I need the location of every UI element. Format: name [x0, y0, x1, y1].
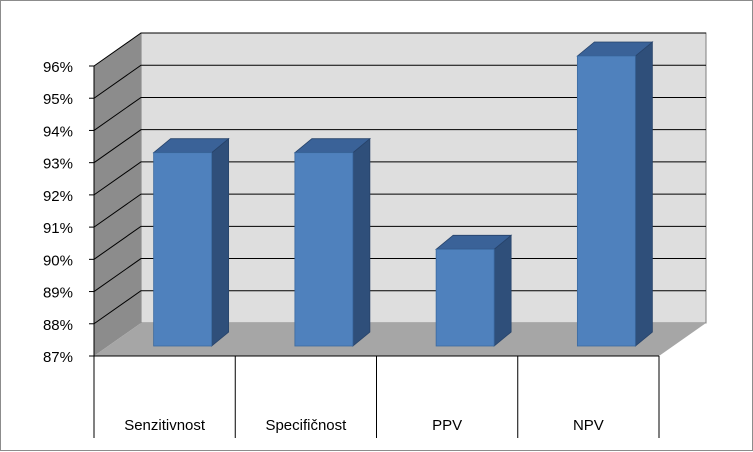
gridline: [93, 193, 706, 228]
category-label: Specifičnost: [265, 417, 347, 434]
y-tick-label: 87%: [43, 349, 73, 366]
y-tick-label: 96%: [43, 59, 73, 76]
y-tick-label: 91%: [43, 220, 73, 237]
floor: [94, 323, 706, 356]
gridline: [93, 129, 706, 164]
bar-senzitivnost: [152, 137, 230, 347]
bar-side: [634, 41, 653, 347]
gridline: [93, 32, 706, 67]
category-label: NPV: [573, 417, 604, 434]
y-axis-ticks: 87% 88% 89% 90% 91% 92% 93% 94% 95% 96%: [43, 59, 95, 366]
bar-specifi-nost: [293, 137, 371, 347]
bar-front: [435, 248, 495, 347]
bar-npv: [576, 41, 654, 347]
y-tick-label: 90%: [43, 252, 73, 269]
category-label: PPV: [432, 417, 462, 434]
bar-ppv: [435, 234, 513, 347]
bar-front: [294, 152, 354, 347]
category-label: Senzitivnost: [124, 417, 206, 434]
gridline: [93, 64, 706, 99]
bar-side: [352, 137, 371, 347]
gridline: [93, 96, 706, 131]
side-wall: [94, 33, 141, 356]
gridline: [93, 225, 706, 260]
y-tick-label: 93%: [43, 156, 73, 173]
y-tick-label: 95%: [43, 91, 73, 108]
gridline: [93, 290, 706, 325]
bar-front: [576, 55, 636, 347]
category-axis: Senzitivnost Specifičnost PPV NPV: [93, 355, 660, 438]
bars: [152, 41, 654, 347]
y-tick-label: 88%: [43, 317, 73, 334]
gridline: [93, 161, 706, 196]
y-tick-label: 92%: [43, 188, 73, 205]
bar-front: [153, 152, 213, 347]
gridline: [93, 258, 706, 292]
bar-side: [211, 137, 230, 347]
bar-side: [493, 234, 512, 347]
y-tick-label: 94%: [43, 123, 73, 140]
y-tick-label: 89%: [43, 285, 73, 302]
gridlines: [93, 32, 706, 325]
